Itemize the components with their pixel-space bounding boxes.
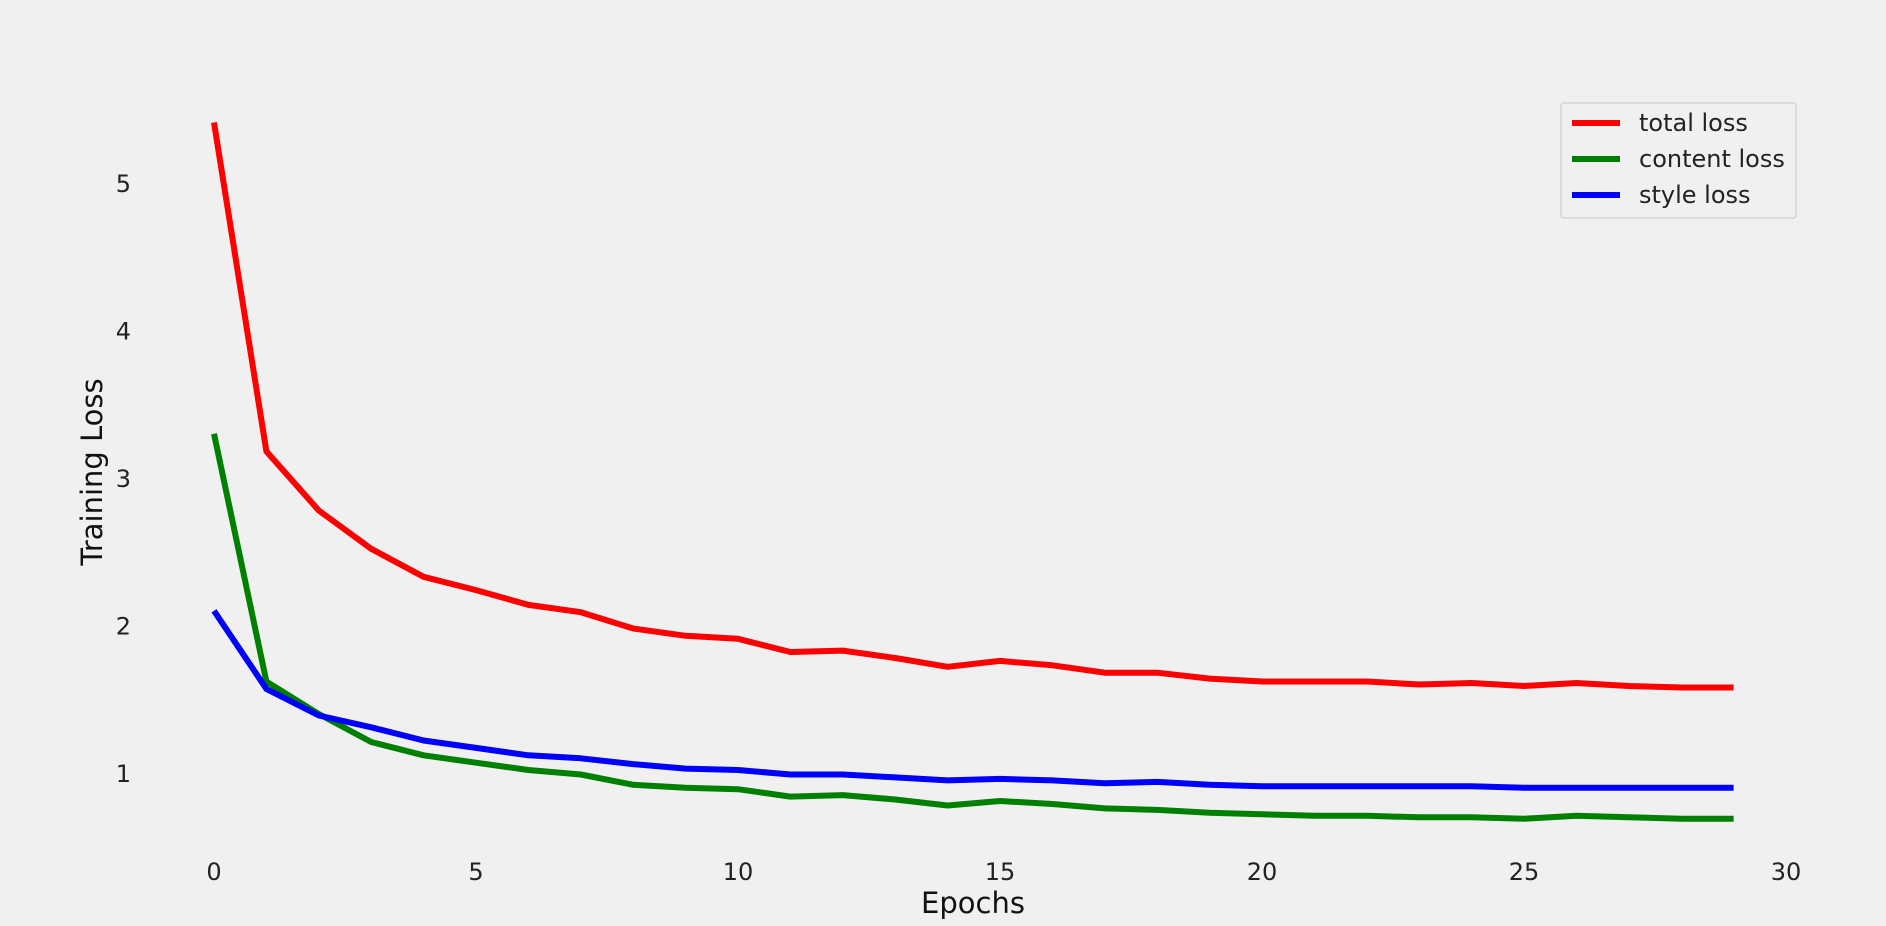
y-axis-label: Training Loss	[75, 378, 109, 566]
x-axis-label: Epochs	[921, 886, 1025, 920]
series-lines	[211, 122, 1734, 822]
x-tick-label: 0	[206, 858, 221, 886]
y-axis-ticks: 1 2 3 4 5	[116, 170, 131, 788]
x-tick-label: 10	[723, 858, 754, 886]
x-axis-ticks: 0 5 10 15 20 25 30	[206, 858, 1801, 886]
legend-label: content loss	[1639, 145, 1785, 173]
y-tick-label: 2	[116, 613, 131, 641]
y-tick-label: 4	[116, 318, 131, 346]
x-tick-label: 5	[468, 858, 483, 886]
x-tick-label: 20	[1247, 858, 1278, 886]
x-tick-label: 25	[1509, 858, 1540, 886]
y-tick-label: 1	[116, 760, 131, 788]
y-tick-label: 5	[116, 170, 131, 198]
series-line-content-loss	[211, 433, 1734, 822]
legend-box	[1560, 102, 1797, 219]
series-line-style-loss	[211, 609, 1734, 791]
series-line-total-loss	[211, 122, 1734, 691]
legend-label: style loss	[1639, 181, 1751, 209]
x-tick-label: 30	[1771, 858, 1802, 886]
legend-label: total loss	[1639, 109, 1748, 137]
y-tick-label: 3	[116, 465, 131, 493]
x-tick-label: 15	[985, 858, 1016, 886]
legend: total loss content loss style loss	[1560, 102, 1797, 219]
